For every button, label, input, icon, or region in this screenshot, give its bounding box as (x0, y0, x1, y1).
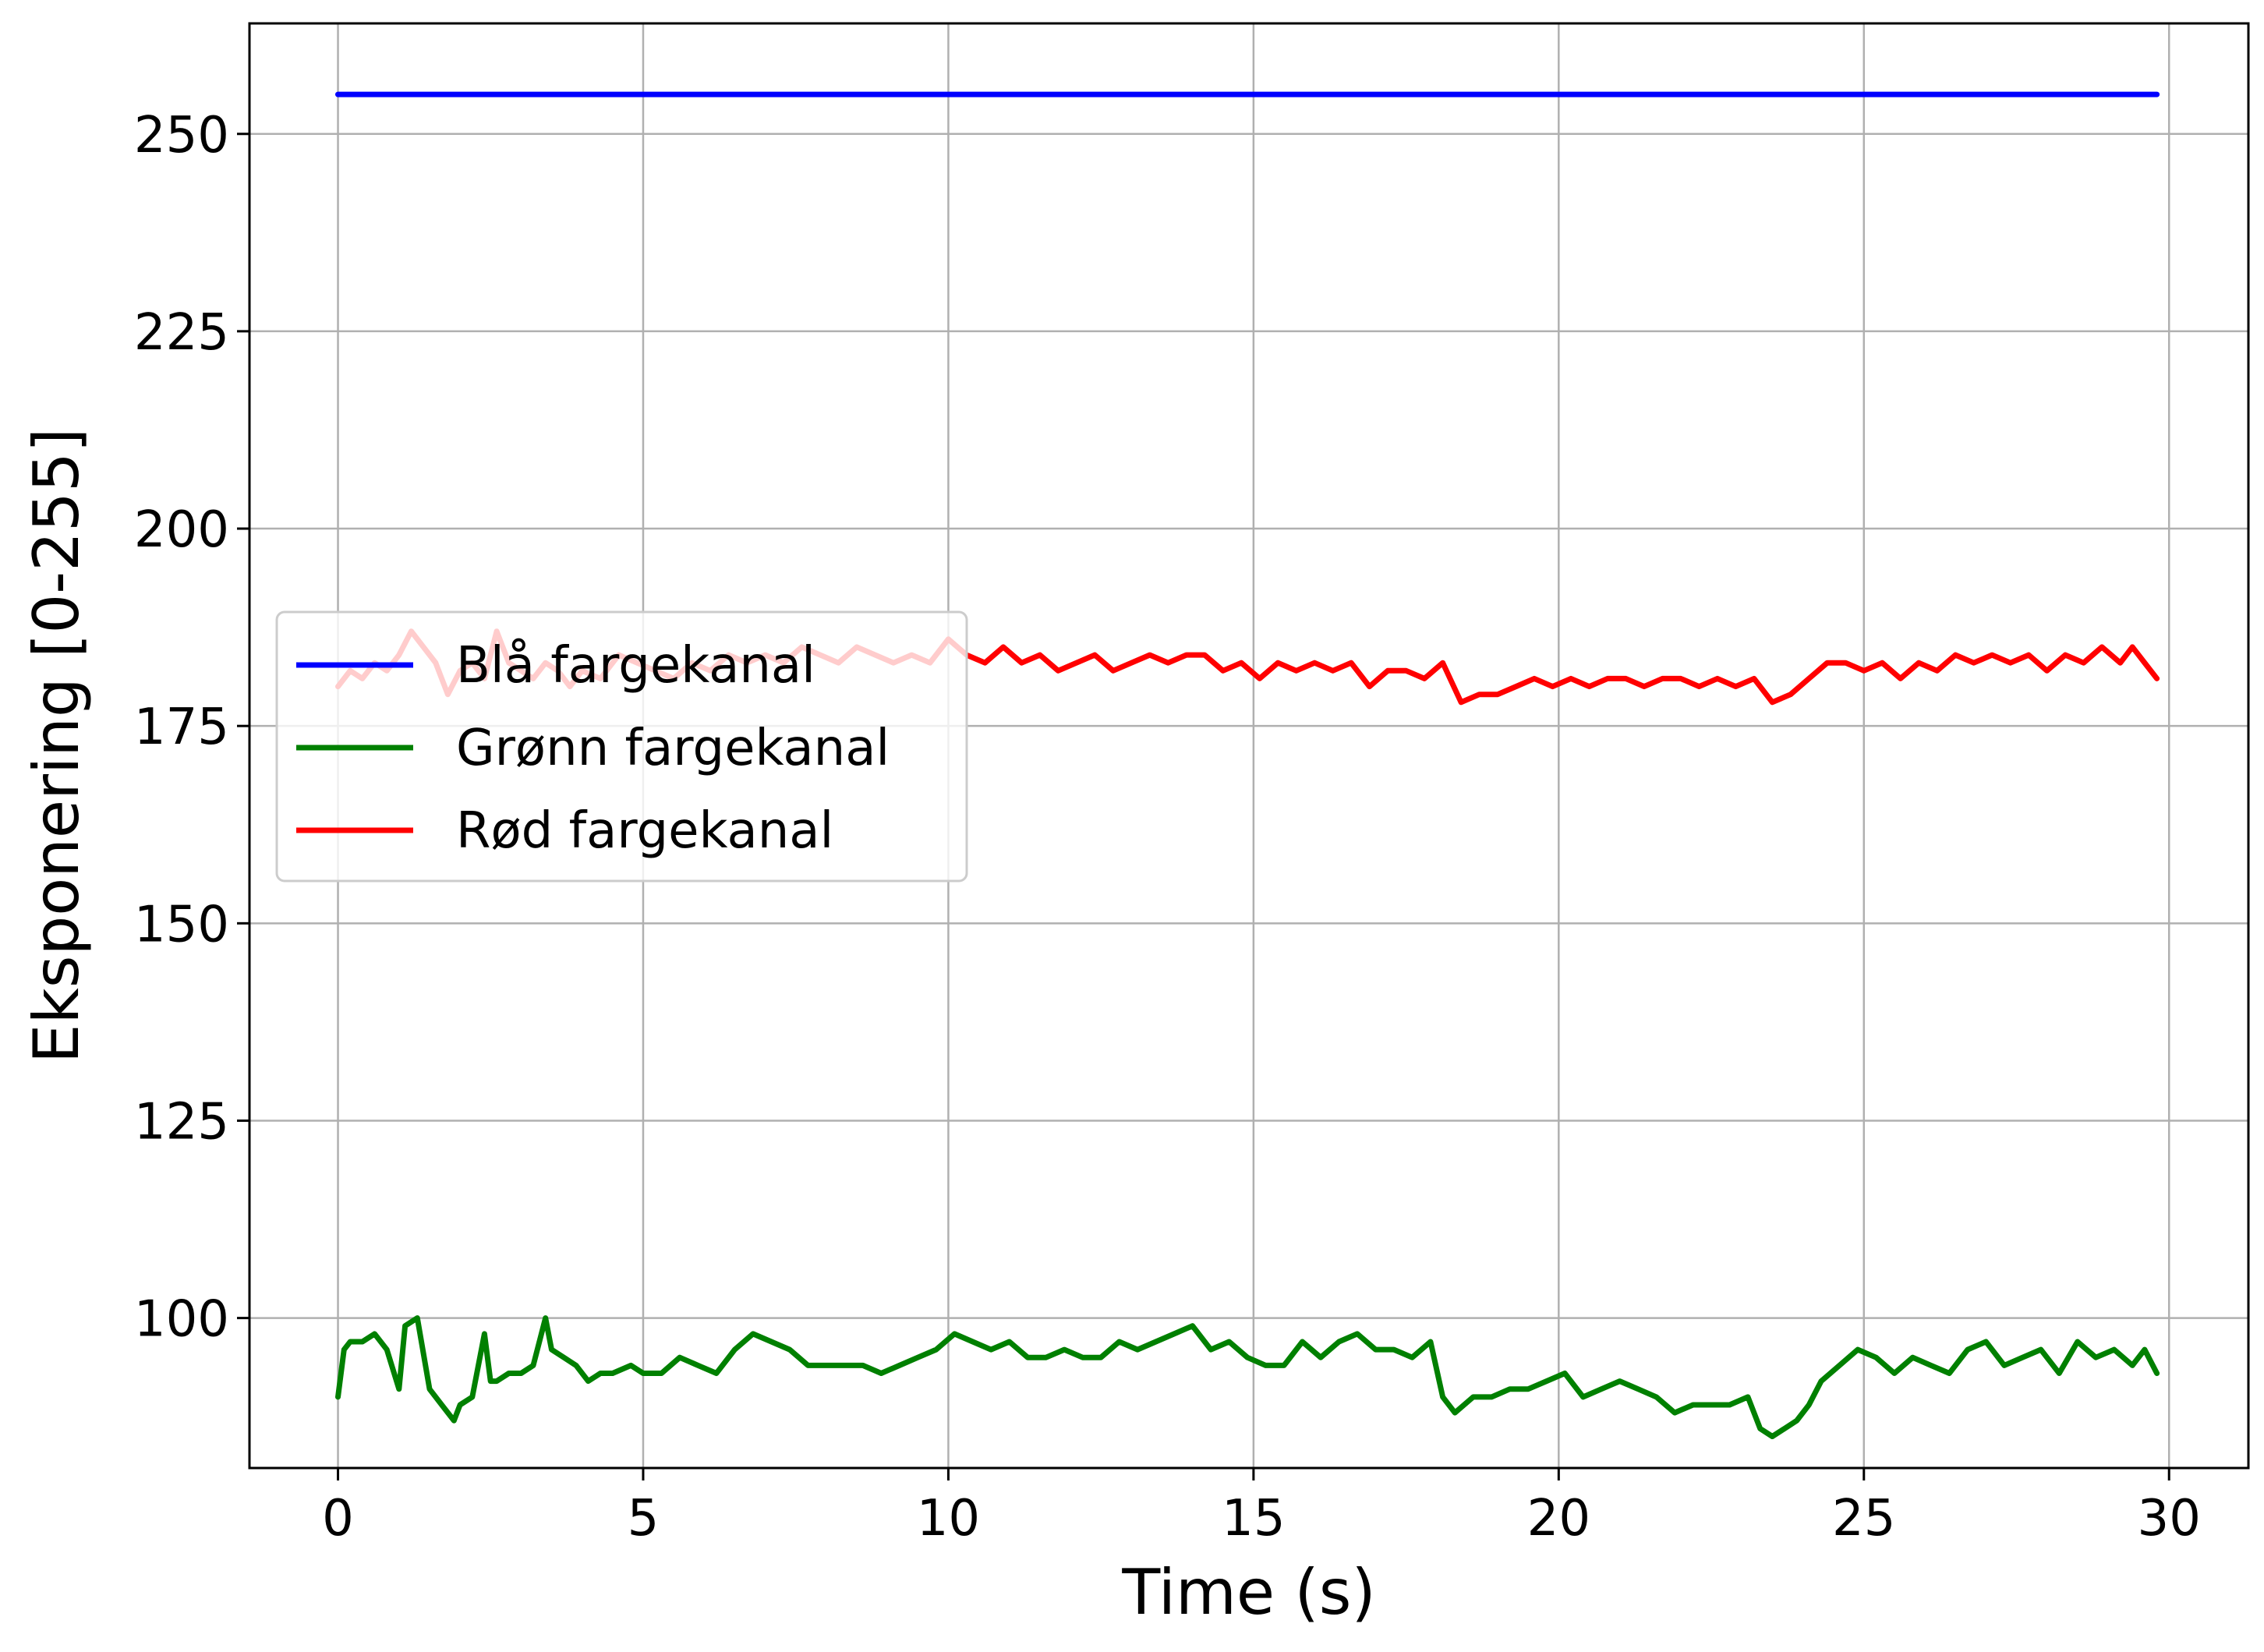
legend-label-2: Grønn fargekanal (456, 720, 890, 777)
plot-frame (248, 22, 2250, 1470)
y-axis-title: Eksponering [0-255] (20, 428, 93, 1063)
legend-label-1: Blå fargekanal (456, 637, 815, 695)
y-tick-label: 225 (134, 304, 229, 362)
x-axis-title: Time (s) (1121, 1556, 1375, 1629)
y-tick-label: 175 (134, 699, 229, 756)
x-tick-label: 30 (2138, 1490, 2201, 1548)
y-tick-label: 100 (134, 1291, 229, 1349)
legend: Blå fargekanal Grønn fargekanal Rød fargek… (275, 610, 968, 883)
y-tick-label: 250 (134, 107, 229, 164)
y-tick-label: 125 (134, 1093, 229, 1151)
x-tick-label: 15 (1222, 1490, 1285, 1548)
series-line-2 (335, 1315, 2160, 1439)
x-tick-label: 10 (917, 1490, 980, 1548)
x-tick-label: 20 (1527, 1490, 1590, 1548)
legend-box (275, 610, 968, 883)
x-tick-label: 5 (628, 1490, 660, 1548)
x-tick-label: 25 (1832, 1490, 1895, 1548)
y-tick-label: 150 (134, 896, 229, 953)
legend-label-3: Rød fargekanal (456, 802, 833, 860)
y-tick-label: 200 (134, 501, 229, 559)
ticks: 0 5 10 15 20 25 30 100 125 150 175 200 225 250 (134, 107, 2201, 1548)
x-tick-label: 0 (322, 1490, 354, 1548)
